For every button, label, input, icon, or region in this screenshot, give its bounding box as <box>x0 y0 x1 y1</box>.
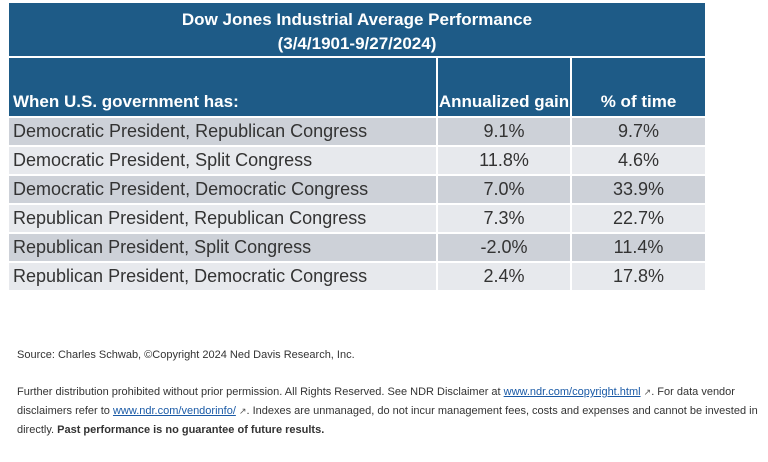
row-label: Republican President, Democratic Congres… <box>9 261 438 290</box>
disclaimer-text: Further distribution prohibited without … <box>17 383 768 440</box>
row-label: Democratic President, Republican Congres… <box>9 116 438 145</box>
copyright-link[interactable]: www.ndr.com/copyright.html <box>503 386 641 398</box>
header-annualized-gain: Annualized gain <box>438 58 572 116</box>
row-gain: 2.4% <box>438 261 572 290</box>
source-note: Source: Charles Schwab, ©Copyright 2024 … <box>17 349 355 361</box>
row-label: Republican President, Split Congress <box>9 232 438 261</box>
row-time: 22.7% <box>572 203 705 232</box>
row-gain: 11.8% <box>438 145 572 174</box>
header-government: When U.S. government has: <box>9 58 438 116</box>
disclaimer-part2: . For data vendor disclaimers refer to <box>17 386 735 417</box>
row-label: Democratic President, Democratic Congres… <box>9 174 438 203</box>
row-time: 9.7% <box>572 116 705 145</box>
external-link-icon[interactable]: ↗ <box>643 387 652 397</box>
table-title: Dow Jones Industrial Average Performance… <box>9 3 705 58</box>
disclaimer-part3: . Indexes are unmanaged, do not incur ma… <box>17 405 758 436</box>
header-percent-time: % of time <box>572 58 705 116</box>
table-title-line2: (3/4/1901-9/27/2024) <box>277 34 437 53</box>
row-gain: 7.3% <box>438 203 572 232</box>
vendorinfo-link[interactable]: www.ndr.com/vendorinfo/ <box>112 405 236 417</box>
disclaimer-part1: Further distribution prohibited without … <box>17 386 504 398</box>
performance-table: Dow Jones Industrial Average Performance… <box>9 3 705 290</box>
row-time: 11.4% <box>572 232 705 261</box>
past-performance-warning: Past performance is no guarantee of futu… <box>57 424 325 436</box>
table-grid: When U.S. government has: Annualized gai… <box>9 58 705 290</box>
row-label: Republican President, Republican Congres… <box>9 203 438 232</box>
row-time: 33.9% <box>572 174 705 203</box>
external-link-icon[interactable]: ↗ <box>238 406 247 416</box>
row-gain: -2.0% <box>438 232 572 261</box>
row-gain: 9.1% <box>438 116 572 145</box>
row-time: 17.8% <box>572 261 705 290</box>
table-title-line1: Dow Jones Industrial Average Performance <box>181 10 533 29</box>
row-gain: 7.0% <box>438 174 572 203</box>
row-time: 4.6% <box>572 145 705 174</box>
row-label: Democratic President, Split Congress <box>9 145 438 174</box>
